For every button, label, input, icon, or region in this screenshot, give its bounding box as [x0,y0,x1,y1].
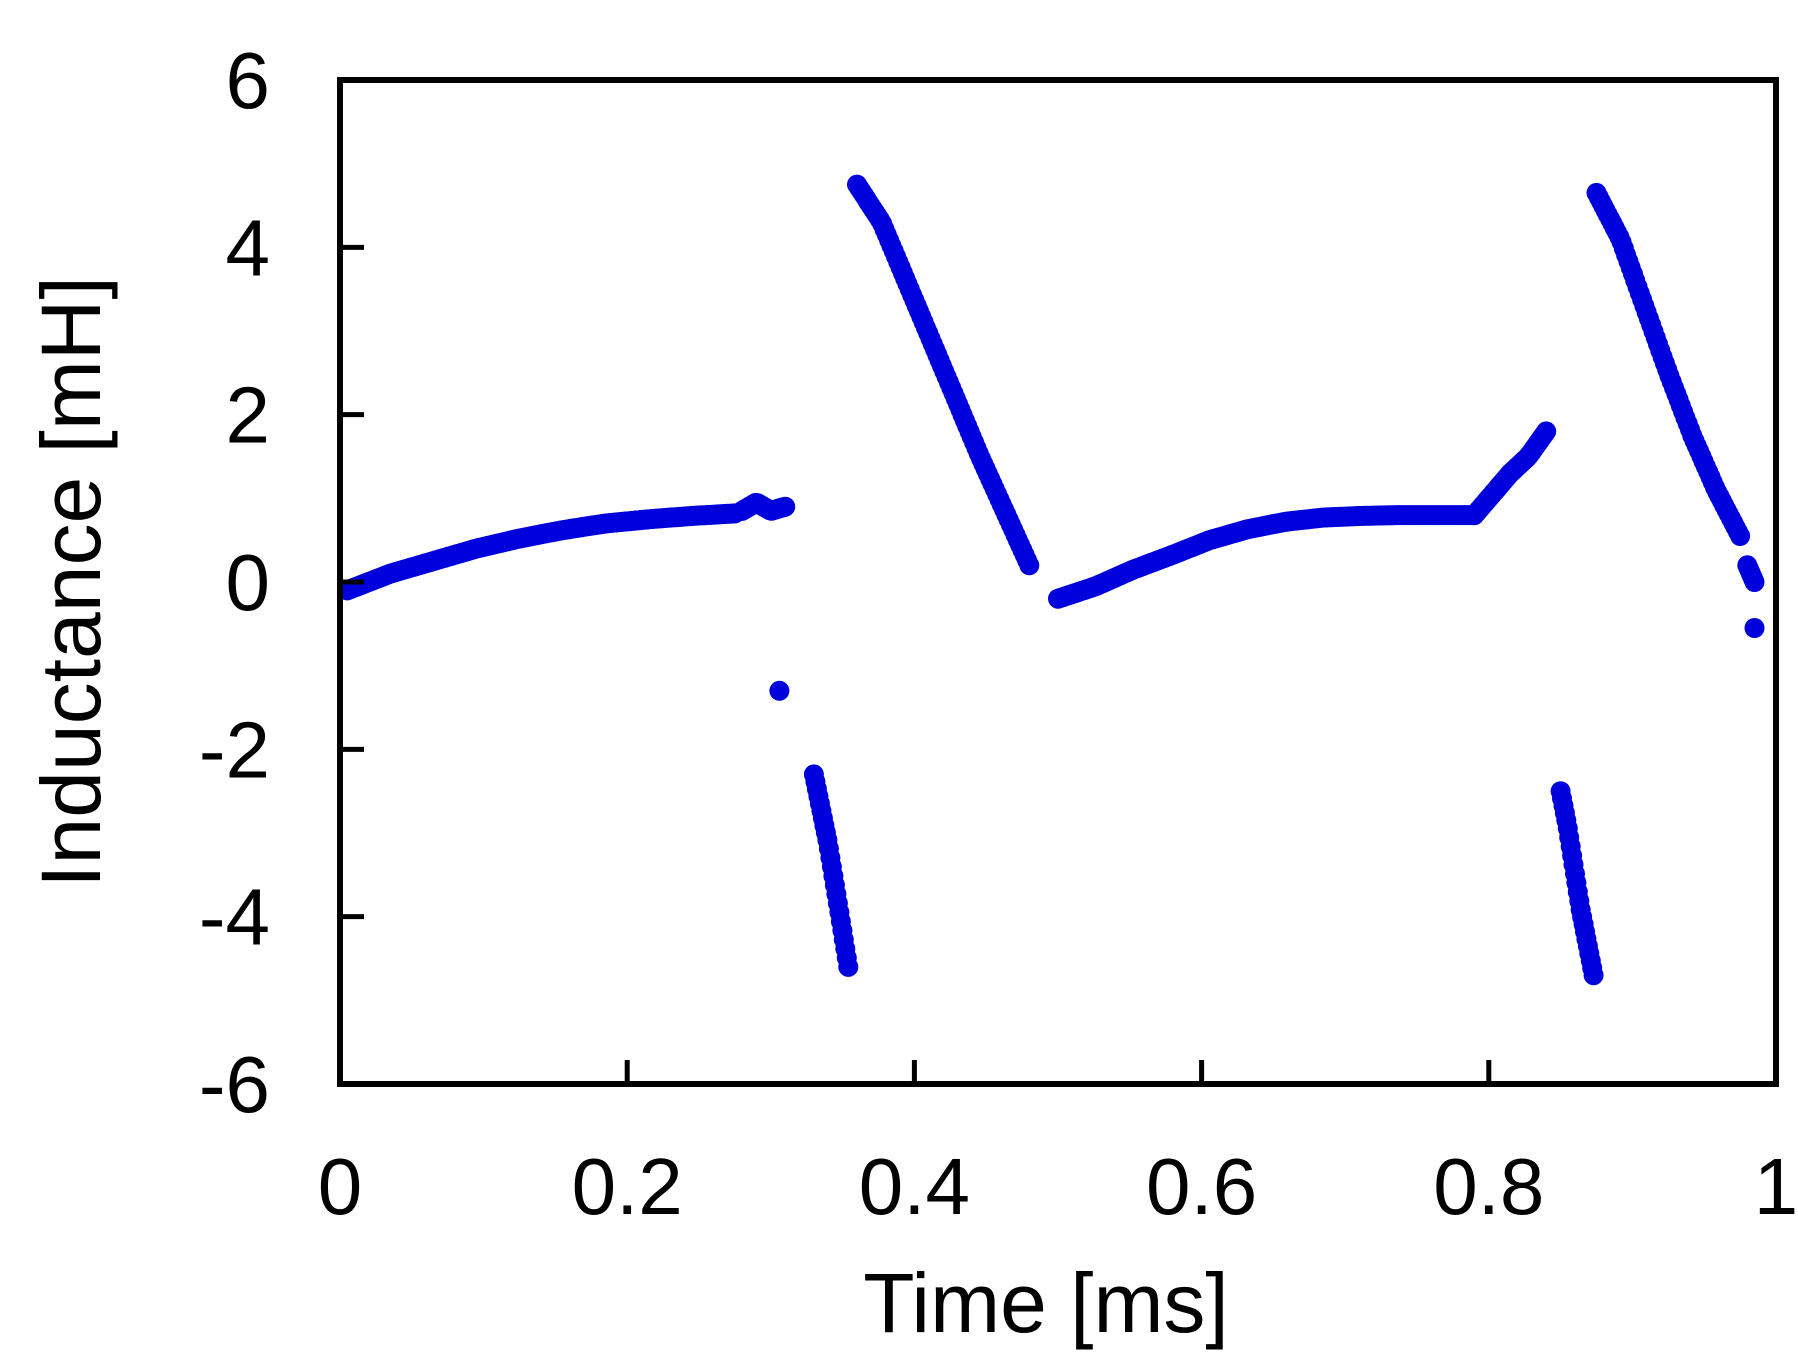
data-point [1730,526,1751,546]
y-axis-label: Inductance [mH] [24,276,118,888]
y-tick-label: 6 [226,36,271,125]
data-point [1744,572,1765,592]
y-tick-label: 0 [226,538,271,627]
data-point [838,956,859,977]
y-tick-label: 4 [226,203,271,292]
x-tick-label: 0.4 [859,1142,970,1231]
plot-frame [337,77,1779,1087]
data-point [1744,618,1765,638]
x-tick-label: 0.8 [1433,1142,1544,1231]
y-tick-label: -6 [199,1040,270,1129]
x-axis-label: Time [ms] [863,1256,1229,1350]
data-point [1536,421,1557,442]
data-point [769,680,790,701]
x-tick-label: 1 [1754,1142,1798,1231]
y-tick-label: -4 [199,873,270,962]
x-tick-label: 0 [318,1142,363,1231]
data-point [1583,965,1604,986]
ticks-layer: 0 0.2 0.4 0.6 0.8 1 6 4 2 0 -2 -4 -6 [199,36,1798,1231]
y-tick-label: 2 [226,371,271,460]
x-tick-label: 0.6 [1146,1142,1257,1231]
data-point [1019,555,1040,576]
points-layer [337,174,1765,986]
x-tick-label: 0.2 [572,1142,683,1231]
y-tick-label: -2 [199,705,270,794]
data-point [775,496,796,517]
